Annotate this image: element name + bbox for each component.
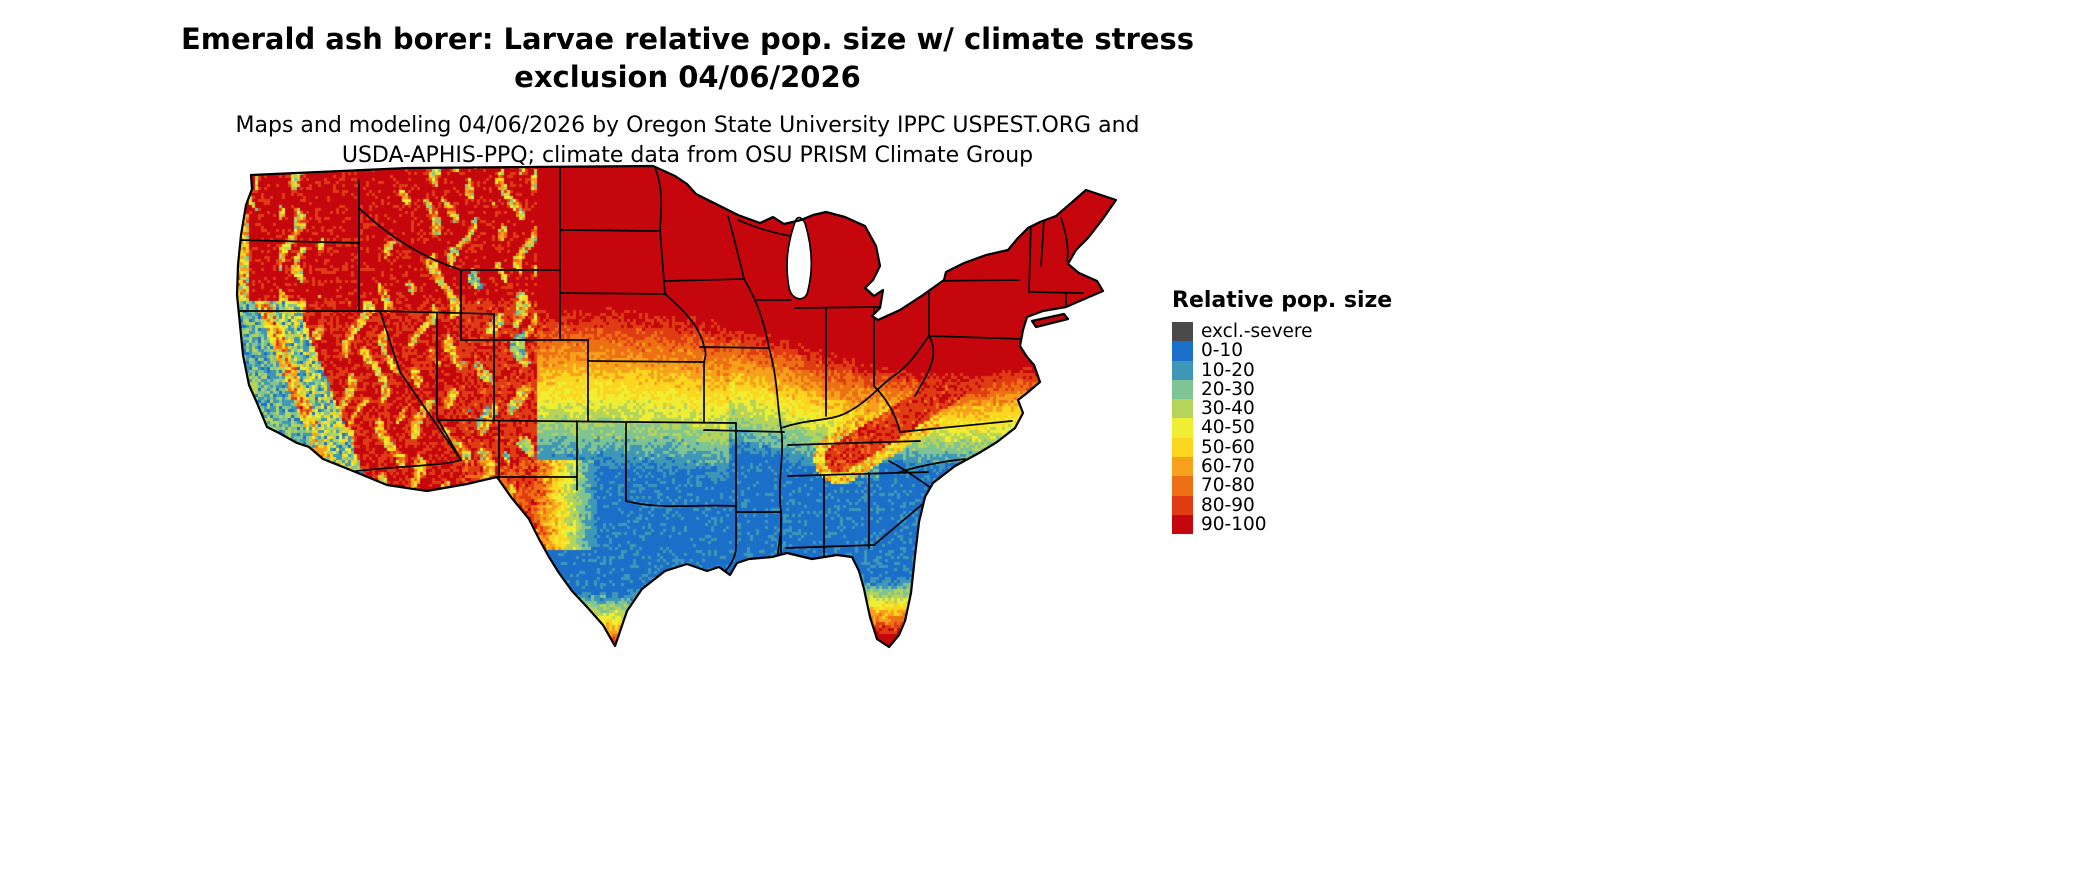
us-map-raster xyxy=(228,160,1143,665)
legend-swatch xyxy=(1172,514,1193,535)
legend-label: 30-40 xyxy=(1201,398,1255,420)
legend-row: 40-50 xyxy=(1172,417,1392,439)
legend-label: 0-10 xyxy=(1201,340,1243,362)
legend-label: 50-60 xyxy=(1201,436,1255,458)
legend-swatch xyxy=(1172,379,1193,400)
legend-swatch xyxy=(1172,399,1193,419)
header: Emerald ash borer: Larvae relative pop. … xyxy=(0,20,1375,171)
subtitle: Maps and modeling 04/06/2026 by Oregon S… xyxy=(0,111,1375,172)
lake-michigan xyxy=(786,216,813,300)
page-title-line1: Emerald ash borer: Larvae relative pop. … xyxy=(180,22,1195,56)
legend-row: 60-70 xyxy=(1172,457,1392,476)
legend-label: 40-50 xyxy=(1201,417,1255,439)
legend-row: 20-30 xyxy=(1172,380,1392,399)
legend-swatch xyxy=(1172,360,1193,380)
subtitle-line1: Maps and modeling 04/06/2026 by Oregon S… xyxy=(235,112,1140,138)
us-map-overlay xyxy=(235,164,1118,649)
us-outline xyxy=(235,164,1118,649)
state-borders xyxy=(237,167,1084,576)
legend-row: 10-20 xyxy=(1172,359,1392,381)
legend-swatch xyxy=(1172,495,1193,515)
page-title-line2: exclusion 04/06/2026 xyxy=(514,60,861,95)
legend-row: 0-10 xyxy=(1172,340,1392,362)
legend-label: 80-90 xyxy=(1201,494,1255,516)
legend-swatch xyxy=(1172,437,1193,458)
legend-label: 90-100 xyxy=(1201,513,1267,535)
legend-label: 20-30 xyxy=(1201,378,1255,400)
legend-row: 70-80 xyxy=(1172,475,1392,497)
us-map xyxy=(228,160,1143,665)
legend-swatch xyxy=(1172,322,1193,342)
legend-swatch xyxy=(1172,457,1193,477)
legend-swatch xyxy=(1172,418,1193,438)
legend-row: 90-100 xyxy=(1172,515,1392,534)
legend-label: 60-70 xyxy=(1201,456,1255,478)
legend-swatch xyxy=(1172,476,1193,496)
legend-swatch xyxy=(1172,341,1193,361)
legend-label: 10-20 xyxy=(1201,359,1255,381)
legend-row: 30-40 xyxy=(1172,399,1392,418)
legend-label: excl.-severe xyxy=(1201,321,1313,342)
legend-row: excl.-severe xyxy=(1172,322,1392,341)
legend-row: 80-90 xyxy=(1172,494,1392,516)
legend-title: Relative pop. size xyxy=(1172,288,1393,313)
legend: Relative pop. size excl.-severe 0-10 10-… xyxy=(1172,288,1392,534)
legend-label: 70-80 xyxy=(1201,475,1255,497)
legend-row: 50-60 xyxy=(1172,436,1392,458)
